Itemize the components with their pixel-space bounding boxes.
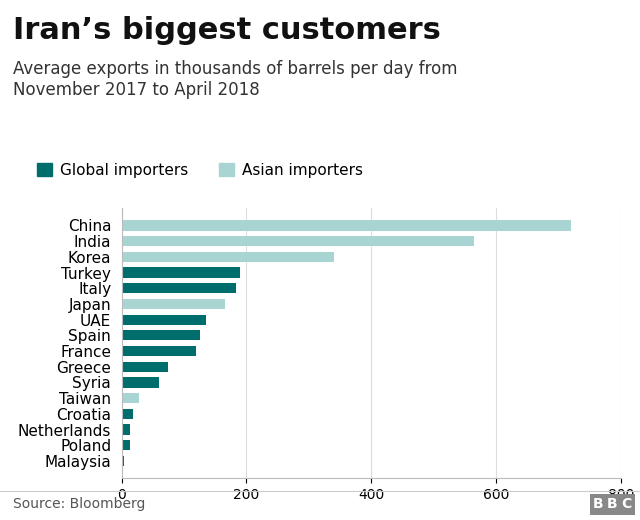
Bar xyxy=(122,393,139,404)
Bar xyxy=(122,346,196,356)
Bar xyxy=(122,299,225,309)
Text: Iran’s biggest customers: Iran’s biggest customers xyxy=(13,16,441,45)
Text: C: C xyxy=(621,498,632,511)
Bar xyxy=(122,315,206,325)
Bar xyxy=(122,361,168,372)
Legend: Global importers, Asian importers: Global importers, Asian importers xyxy=(37,163,362,178)
Bar xyxy=(122,236,474,246)
Bar xyxy=(122,283,236,293)
Bar xyxy=(122,378,159,387)
Bar xyxy=(122,424,131,435)
Text: B: B xyxy=(593,498,604,511)
Bar xyxy=(122,409,133,419)
Text: B: B xyxy=(607,498,618,511)
Bar xyxy=(122,456,124,466)
Text: Average exports in thousands of barrels per day from
November 2017 to April 2018: Average exports in thousands of barrels … xyxy=(13,60,458,99)
Bar xyxy=(122,330,200,341)
Bar xyxy=(122,440,130,450)
Bar xyxy=(122,267,240,278)
Bar xyxy=(122,252,334,262)
Bar xyxy=(122,220,571,230)
Text: Source: Bloomberg: Source: Bloomberg xyxy=(13,498,145,511)
